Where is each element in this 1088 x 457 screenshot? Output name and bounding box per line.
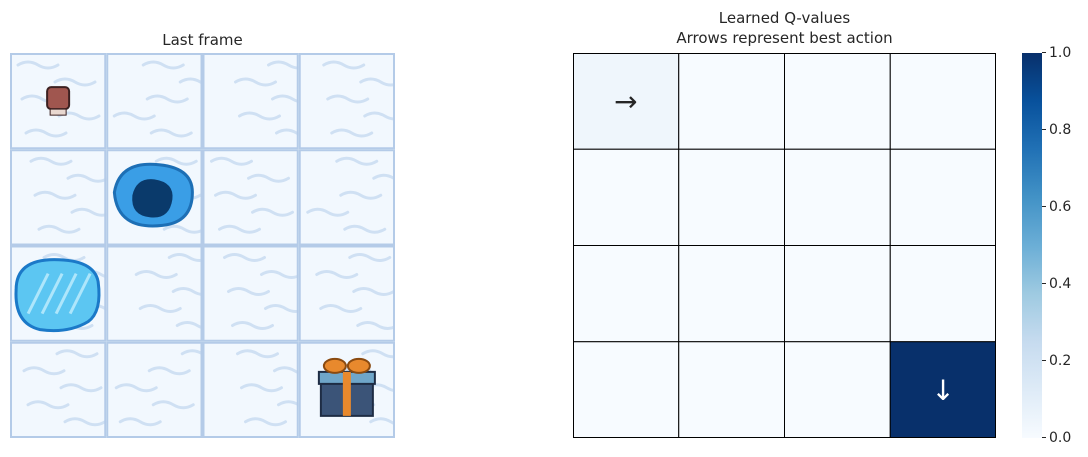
heatmap-cell [889, 245, 997, 343]
heatmap-cell [784, 52, 891, 150]
tile-frozen [298, 53, 407, 150]
tile-puddle [10, 245, 127, 342]
colorbar [1022, 53, 1042, 438]
heatmap-cell [784, 148, 891, 246]
heatmap-title-line-1: Learned Q-values [718, 9, 851, 27]
heatmap-cell [678, 148, 785, 246]
colorbar-tick-label: 0.6 [1049, 199, 1072, 215]
colorbar-tick-label: 0.4 [1049, 276, 1072, 292]
game-frame [10, 53, 416, 438]
heatmap-cell [572, 245, 680, 343]
colorbar-axis: 0.0 0.2 0.4 0.6 0.8 1.0 [1042, 45, 1088, 446]
heatmap-cell [572, 52, 680, 150]
heatmap-title-line-2: Arrows represent best action [676, 29, 893, 47]
tile-frozen [106, 53, 222, 150]
game-frame-canvas [10, 53, 416, 438]
colorbar-tick-label: 0.2 [1049, 353, 1072, 369]
heatmap-cell [678, 245, 785, 343]
heatmap-cell [784, 245, 891, 343]
tile-frozen [10, 149, 114, 246]
tile-frozen [106, 245, 219, 342]
heatmap-cell [889, 52, 997, 150]
best-action-arrow: → [614, 85, 637, 118]
heatmap-cell [572, 148, 680, 246]
frame-title: Last frame [162, 31, 243, 49]
tile-frozen [202, 245, 307, 342]
agent-icon [46, 86, 71, 116]
q-value-heatmap: → ↓ [572, 52, 997, 439]
tile-frozen [202, 341, 320, 438]
heatmap-title: Learned Q-values Arrows represent best a… [573, 8, 996, 48]
heatmap-cell [678, 52, 785, 150]
best-action-arrow: ↓ [931, 374, 954, 407]
colorbar-tick-label: 0.0 [1049, 430, 1072, 446]
heatmap-cell [784, 341, 891, 439]
gift-icon [317, 357, 376, 417]
tile-agent [10, 53, 107, 150]
tile-frozen [298, 245, 400, 342]
colorbar-tick-label: 0.8 [1049, 122, 1072, 138]
tile-frozen [298, 149, 416, 246]
tile-frozen [10, 341, 107, 438]
tile-hole [106, 149, 206, 246]
heatmap-cell [572, 341, 680, 439]
heatmap-cell [889, 148, 997, 246]
tile-frozen [106, 341, 224, 438]
tile-frozen [202, 149, 299, 246]
colorbar-gradient [1022, 53, 1042, 438]
colorbar-tick-label: 1.0 [1049, 45, 1072, 61]
heatmap-cell [678, 341, 785, 439]
tile-goal [298, 341, 413, 438]
heatmap-canvas: →↓ [572, 52, 997, 439]
